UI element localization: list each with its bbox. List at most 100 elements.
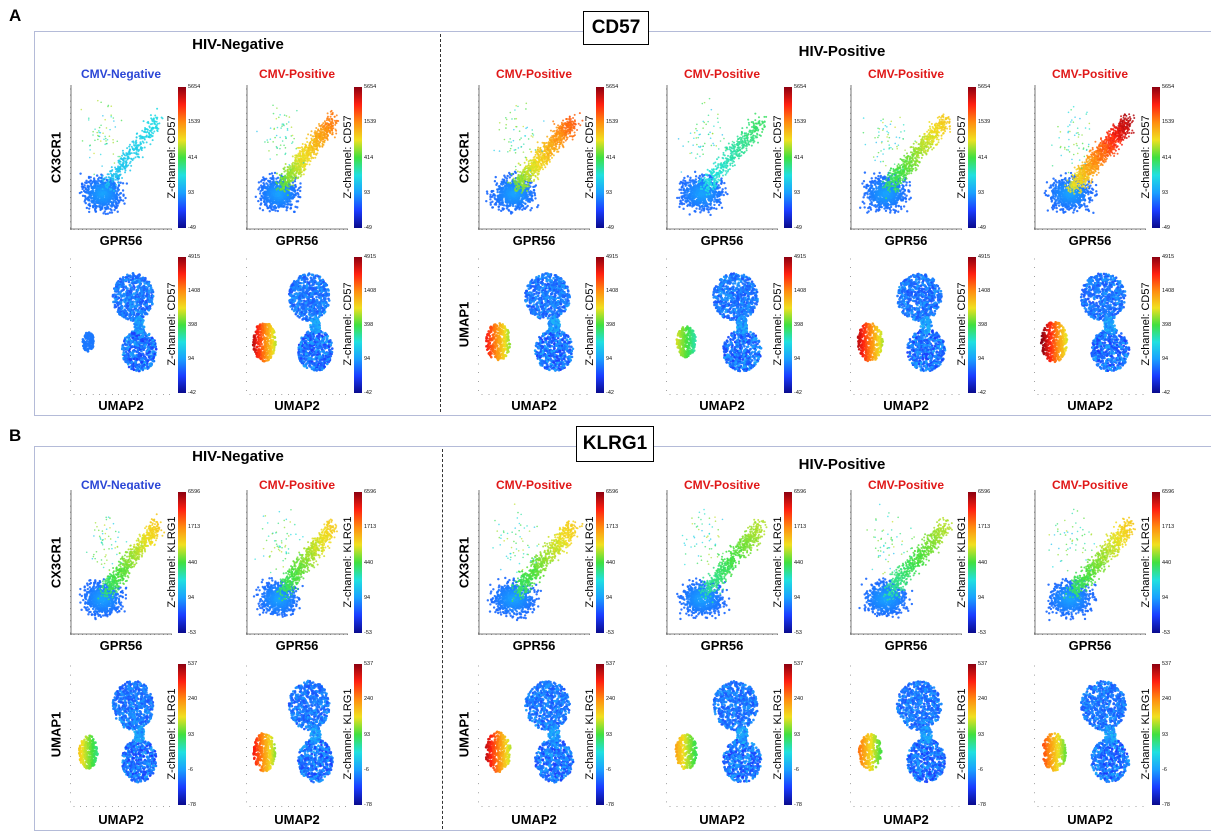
colorbar-tick-label: -42	[794, 390, 802, 396]
colorbar-tick-label: 5654	[188, 84, 200, 90]
x-axis-label: GPR56	[478, 638, 590, 653]
colorbar-tick-label: 398	[1162, 322, 1171, 328]
colorbar-tick-label: 94	[364, 595, 370, 601]
colorbar-tick-label: 537	[364, 661, 373, 667]
x-axis-label: GPR56	[850, 233, 962, 248]
colorbar-tick-label: 414	[606, 155, 615, 161]
z-channel-label: Z-channel: KLRG1	[584, 684, 596, 784]
colorbar-tick-label: -53	[1162, 630, 1170, 636]
colorbar-tick-label: 414	[188, 155, 197, 161]
colorbar-tick-label: -53	[188, 630, 196, 636]
colorbar-tick-label: 4915	[794, 254, 806, 260]
colorbar-tick-label: 94	[188, 356, 194, 362]
bottom-colorbar	[1152, 664, 1160, 805]
bottom-colorbar	[354, 257, 362, 393]
colorbar-tick-label: 1539	[188, 119, 200, 125]
top-colorbar	[784, 87, 792, 228]
umap-scatter	[478, 255, 590, 395]
top-colorbar	[968, 87, 976, 228]
umap-scatter	[478, 662, 590, 807]
x-axis-label: UMAP2	[478, 398, 590, 413]
colorbar-tick-label: -49	[978, 225, 986, 231]
top-colorbar	[1152, 87, 1160, 228]
colorbar-tick-label: 398	[606, 322, 615, 328]
colorbar-tick-label: -42	[364, 390, 372, 396]
y-axis-label: UMAP1	[457, 704, 472, 764]
colorbar-tick-label: 93	[978, 190, 984, 196]
colorbar-tick-label: 93	[188, 190, 194, 196]
gpr56-cx3cr1-scatter	[246, 85, 348, 230]
z-channel-label: Z-channel: KLRG1	[342, 684, 354, 784]
group-title-hiv-positive: HIV-Positive	[772, 43, 912, 60]
colorbar-tick-label: 93	[794, 190, 800, 196]
top-colorbar	[178, 87, 186, 228]
colorbar-tick-label: 94	[364, 356, 370, 362]
top-colorbar	[178, 492, 186, 633]
colorbar-tick-label: -6	[1162, 767, 1167, 773]
gpr56-cx3cr1-scatter	[1034, 490, 1146, 635]
colorbar-tick-label: 4915	[188, 254, 200, 260]
x-axis-label: GPR56	[666, 233, 778, 248]
y-axis-label: CX3CR1	[457, 532, 472, 592]
colorbar-tick-label: 1408	[364, 288, 376, 294]
x-axis-label: GPR56	[1034, 233, 1146, 248]
umap-scatter	[666, 255, 778, 395]
colorbar-tick-label: -78	[364, 802, 372, 808]
colorbar-tick-label: 94	[978, 595, 984, 601]
colorbar-tick-label: -78	[606, 802, 614, 808]
colorbar-tick-label: 6596	[794, 489, 806, 495]
colorbar-tick-label: 4915	[364, 254, 376, 260]
colorbar-tick-label: 537	[188, 661, 197, 667]
colorbar-tick-label: 5654	[794, 84, 806, 90]
z-channel-label: Z-channel: CD57	[342, 274, 354, 374]
colorbar-tick-label: 93	[978, 732, 984, 738]
colorbar-tick-label: 537	[1162, 661, 1171, 667]
z-channel-label: Z-channel: KLRG1	[166, 684, 178, 784]
gpr56-cx3cr1-scatter	[70, 490, 172, 635]
gpr56-cx3cr1-scatter	[478, 490, 590, 635]
colorbar-tick-label: -53	[606, 630, 614, 636]
colorbar-tick-label: 398	[364, 322, 373, 328]
colorbar-tick-label: 1408	[794, 288, 806, 294]
colorbar-tick-label: 440	[364, 560, 373, 566]
z-channel-label: Z-channel: CD57	[772, 274, 784, 374]
colorbar-tick-label: 5654	[364, 84, 376, 90]
cmv-status-label: CMV-Positive	[850, 67, 962, 81]
colorbar-tick-label: 1713	[606, 524, 618, 530]
bottom-colorbar	[178, 664, 186, 805]
y-axis-label: CX3CR1	[49, 532, 64, 592]
umap-scatter	[246, 255, 348, 395]
colorbar-tick-label: 440	[606, 560, 615, 566]
y-axis-label: CX3CR1	[457, 127, 472, 187]
colorbar-tick-label: -49	[1162, 225, 1170, 231]
panel-letter-a: A	[9, 6, 21, 26]
top-colorbar	[596, 492, 604, 633]
x-axis-label: GPR56	[246, 233, 348, 248]
colorbar-tick-label: 6596	[188, 489, 200, 495]
umap-scatter	[1034, 255, 1146, 395]
gpr56-cx3cr1-scatter	[666, 490, 778, 635]
x-axis-label: GPR56	[850, 638, 962, 653]
colorbar-tick-label: 414	[364, 155, 373, 161]
y-axis-label: CX3CR1	[49, 127, 64, 187]
z-channel-label: Z-channel: KLRG1	[342, 512, 354, 612]
panel-divider-a	[440, 34, 441, 412]
colorbar-tick-label: 1713	[1162, 524, 1174, 530]
colorbar-tick-label: 6596	[1162, 489, 1174, 495]
bottom-colorbar	[596, 664, 604, 805]
colorbar-tick-label: 1713	[188, 524, 200, 530]
colorbar-tick-label: 5654	[606, 84, 618, 90]
bottom-colorbar	[1152, 257, 1160, 393]
colorbar-tick-label: -6	[978, 767, 983, 773]
colorbar-tick-label: -42	[978, 390, 986, 396]
colorbar-tick-label: 94	[978, 356, 984, 362]
bottom-colorbar	[784, 664, 792, 805]
colorbar-tick-label: 414	[794, 155, 803, 161]
umap-scatter	[666, 662, 778, 807]
gpr56-cx3cr1-scatter	[70, 85, 172, 230]
colorbar-tick-label: 94	[1162, 356, 1168, 362]
x-axis-label: GPR56	[70, 638, 172, 653]
bottom-colorbar	[178, 257, 186, 393]
x-axis-label: GPR56	[246, 638, 348, 653]
cmv-status-label: CMV-Positive	[666, 67, 778, 81]
